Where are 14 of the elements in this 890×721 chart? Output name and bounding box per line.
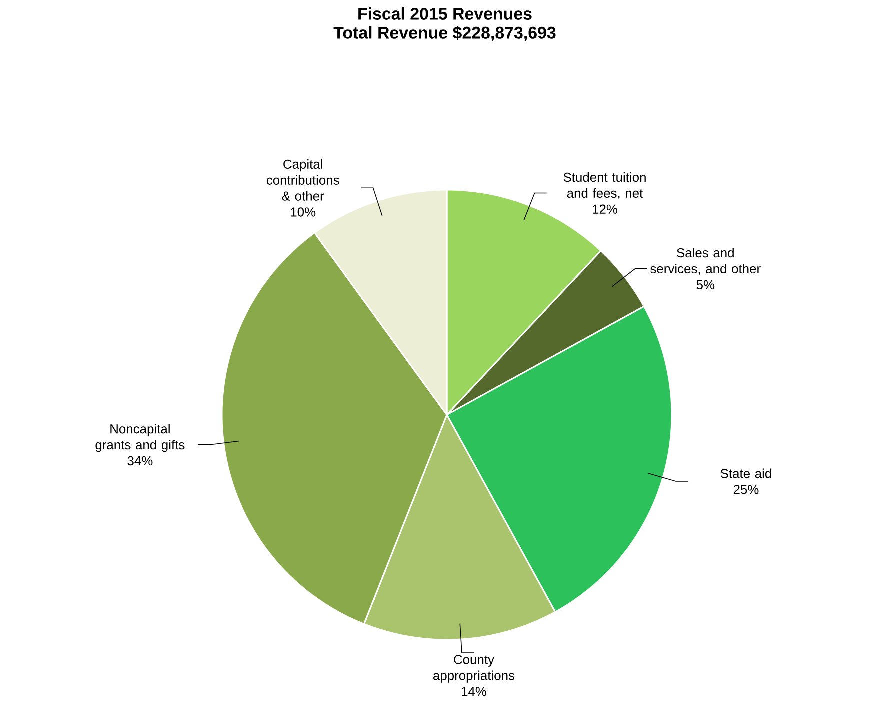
slice-label: Capital contributions & other bbox=[266, 159, 340, 201]
slice-label: Student tuition and fees, net bbox=[564, 172, 646, 200]
chart-title: Fiscal 2015 Revenues bbox=[358, 8, 532, 20]
data-label: 14% bbox=[462, 687, 486, 696]
data-label: 12% bbox=[593, 204, 618, 214]
slice-label: State aid bbox=[720, 468, 772, 478]
data-label: 34% bbox=[128, 456, 153, 466]
data-label: 5% bbox=[696, 280, 715, 290]
slice-label: County appropriations bbox=[433, 655, 515, 683]
data-label: 10% bbox=[291, 208, 316, 217]
data-label: 25% bbox=[734, 485, 759, 494]
slice-label: Sales and services, and other bbox=[650, 248, 761, 276]
chart-subtitle: Total Revenue $228,873,693 bbox=[334, 26, 556, 42]
slice-label: Noncapital grants and gifts bbox=[96, 424, 185, 452]
